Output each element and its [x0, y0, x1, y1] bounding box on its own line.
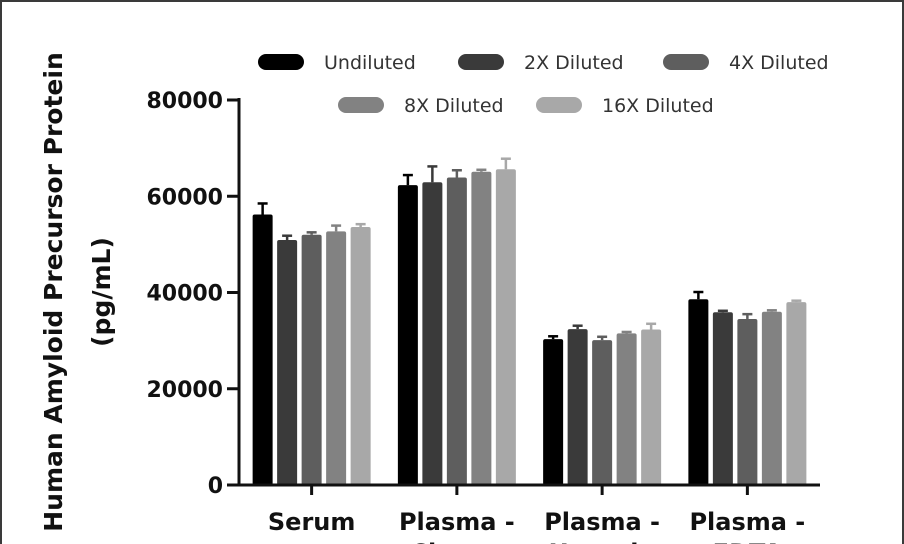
bar — [567, 329, 588, 485]
bar — [616, 333, 637, 485]
bar — [397, 185, 418, 485]
x-tick-label: Plasma - — [689, 508, 805, 536]
legend: Undiluted 2X Diluted 4X Diluted 8X Diluted 1… — [258, 52, 829, 117]
legend-swatch — [258, 54, 304, 70]
bar — [326, 231, 347, 485]
bar — [592, 340, 613, 485]
bar — [422, 182, 443, 485]
x-tick-label: Serum — [268, 508, 356, 536]
x-tick-label-line2: EDTA — [713, 539, 783, 544]
axes-layer: 0 20000 40000 60000 80000 Serum Plasma - Citrat… — [146, 89, 820, 544]
x-tick-label: Plasma - — [399, 508, 515, 536]
x-tick-label-line2: Heparin — [549, 539, 656, 544]
y-tick-label: 0 — [208, 474, 223, 499]
bar — [761, 311, 782, 485]
legend-swatch — [663, 54, 709, 70]
y-axis-label: Human Amyloid Precursor Protein — [39, 52, 68, 532]
bar — [446, 177, 467, 485]
legend-label: 4X Diluted — [729, 52, 829, 74]
x-tick-label: Plasma - — [544, 508, 660, 536]
x-tick-label-line2: Citrate — [410, 539, 503, 544]
bar — [737, 318, 758, 485]
bar — [471, 171, 492, 486]
legend-swatch — [338, 97, 384, 113]
bar — [641, 329, 662, 485]
bar — [495, 169, 516, 486]
legend-swatch — [536, 97, 582, 113]
legend-label: 2X Diluted — [524, 52, 624, 74]
legend-swatch — [458, 54, 504, 70]
y-tick-label: 40000 — [146, 282, 223, 307]
y-tick-label: 20000 — [146, 378, 223, 403]
bar — [712, 312, 733, 485]
bar — [786, 302, 807, 485]
y-tick-label: 80000 — [146, 89, 223, 114]
y-axis-label-units: (pg/mL) — [87, 237, 116, 347]
legend-label: 16X Diluted — [602, 95, 714, 117]
bar — [350, 227, 371, 486]
bar — [277, 240, 298, 485]
bar — [301, 234, 322, 485]
bar — [543, 339, 564, 485]
bar — [688, 299, 709, 485]
bar — [252, 214, 273, 485]
bars-layer — [252, 157, 807, 486]
y-tick-label: 60000 — [146, 185, 223, 210]
legend-label: 8X Diluted — [404, 95, 504, 117]
legend-label: Undiluted — [324, 52, 416, 74]
